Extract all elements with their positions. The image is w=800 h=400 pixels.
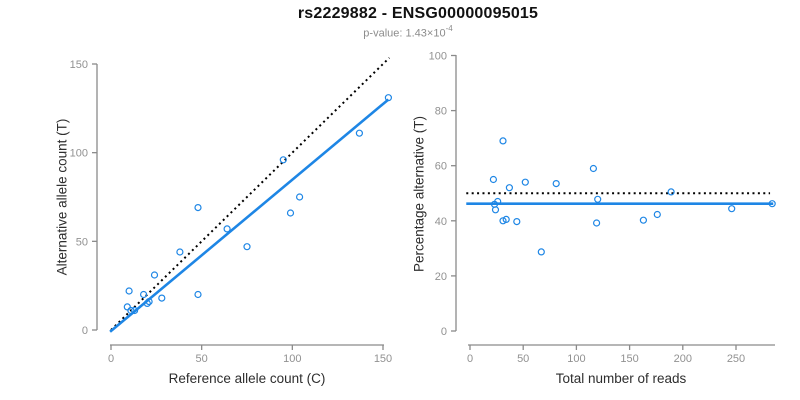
right-data-point: [639, 216, 648, 224]
left-data-point: [123, 303, 131, 311]
right-yaxis-label: Percentage alternative (T): [411, 115, 427, 273]
left-data-point: [176, 248, 184, 256]
left-data-point: [286, 209, 295, 217]
left-x-tick-label: 0: [108, 353, 114, 365]
right-x-tick-label: 50: [517, 353, 529, 365]
identity-line: [110, 57, 391, 331]
left-data-point: [150, 271, 159, 279]
right-data-point: [513, 218, 521, 226]
left-y-tick-label: 50: [76, 236, 88, 248]
right-data-point: [537, 248, 545, 256]
left-y-tick-label: 150: [70, 59, 88, 71]
right-data-point: [552, 180, 560, 188]
right-data-point: [491, 206, 500, 214]
right-data-point: [768, 200, 776, 208]
right-y-tick-label: 0: [441, 326, 447, 338]
left-data-point: [158, 294, 166, 302]
left-data-point: [140, 290, 148, 299]
right-data-point: [521, 178, 529, 186]
right-data-point: [502, 215, 510, 223]
right-data-point: [592, 219, 601, 227]
right-data-point: [489, 175, 497, 184]
figure-title: rs2229882 - ENSG00000095015: [297, 5, 539, 22]
right-data-point: [728, 205, 736, 213]
left-data-point: [194, 290, 202, 299]
regression-fit-line: [109, 98, 390, 333]
right-data-point: [653, 210, 661, 219]
right-x-tick-label: 0: [467, 353, 473, 365]
left-y-tick-label: 0: [82, 325, 88, 337]
left-x-tick-label: 50: [196, 353, 208, 365]
right-x-tick-label: 200: [674, 353, 692, 365]
right-data-point: [494, 197, 502, 206]
left-data-point: [243, 243, 251, 251]
p-value-text: p-value: 1.43×10: [363, 27, 446, 40]
left-data-point: [125, 287, 133, 295]
right-x-tick-label: 100: [567, 353, 585, 365]
p-value-exponent: -4: [445, 24, 453, 33]
left-data-point: [223, 225, 231, 233]
left-x-tick-label: 100: [283, 353, 301, 365]
left-data-point: [143, 299, 151, 307]
left-data-point: [355, 129, 363, 137]
right-data-point: [505, 184, 513, 192]
right-y-tick-label: 80: [435, 106, 447, 118]
left-xaxis-label: Reference allele count (C): [168, 371, 326, 386]
right-x-tick-label: 250: [727, 353, 745, 365]
left-data-point: [279, 156, 287, 164]
left-data-point: [131, 306, 139, 315]
figure-subtitle: p-value: 1.43×10-4: [16, 24, 800, 40]
left-y-tick-label: 100: [70, 148, 88, 160]
left-data-point: [296, 193, 304, 201]
left-data-point: [127, 306, 135, 315]
right-data-point: [499, 137, 507, 145]
left-data-point: [194, 204, 202, 212]
right-y-tick-label: 40: [435, 216, 447, 228]
right-y-tick-label: 100: [429, 51, 447, 63]
right-data-point: [667, 188, 675, 196]
right-data-point: [589, 164, 598, 173]
right-data-point: [594, 195, 602, 203]
left-data-point: [145, 298, 153, 306]
left-yaxis-label: Alternative allele count (T): [54, 118, 70, 276]
right-y-tick-label: 60: [435, 161, 447, 173]
left-x-tick-label: 150: [374, 353, 392, 365]
right-xaxis-label: Total number of reads: [555, 371, 687, 386]
right-y-tick-label: 20: [435, 271, 447, 283]
left-data-point: [384, 94, 392, 102]
right-x-tick-label: 150: [620, 353, 638, 365]
